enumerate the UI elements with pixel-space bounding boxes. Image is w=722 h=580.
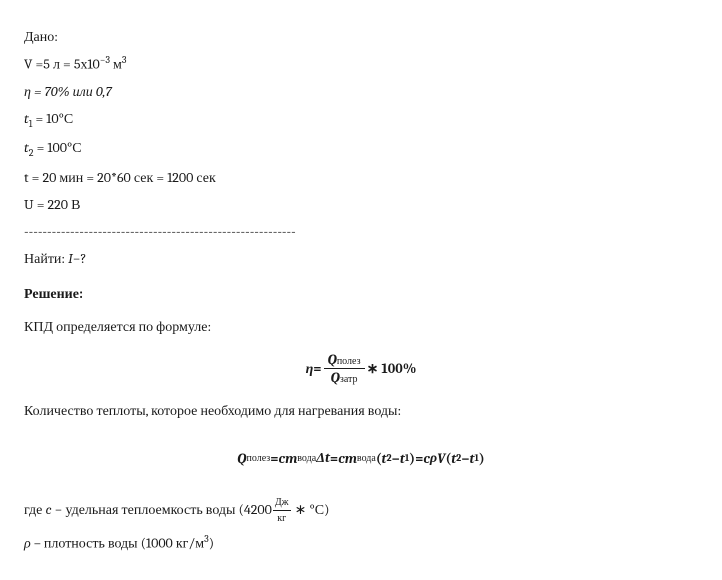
note-rho-text: – плотность воды (1000 кг/м xyxy=(31,535,204,552)
separator-dashes: ----------------------------------------… xyxy=(24,223,698,240)
formula-eta: η = Qполез Qзатр ∗ 100% xyxy=(24,351,698,386)
note-c-frac-den: кг xyxy=(273,510,291,526)
m2a-sub: вода xyxy=(297,452,316,464)
given-heading: Дано: xyxy=(24,26,698,47)
V-text: V =5 л = 5х10 xyxy=(24,56,100,73)
eta-fraction: Qполез Qзатр xyxy=(324,351,365,386)
note-c-post: ∗ °С) xyxy=(292,501,330,518)
rho2c: ρ xyxy=(430,449,437,467)
find-line: Найти: I−? xyxy=(24,248,698,269)
note-c-pre: где xyxy=(24,501,45,518)
kpd-intro: КПД определяется по формуле: xyxy=(24,316,698,337)
note-c-mid: − удельная теплоемкость воды (4200 xyxy=(52,501,272,518)
Q-num-sub: полез xyxy=(337,355,361,367)
formula-q-polez: Qполез = cmводаΔt = cmвода(t2 − t1) = cρ… xyxy=(24,449,698,467)
Q-den-sub: затр xyxy=(340,373,358,385)
minus2c: − xyxy=(461,450,469,467)
solution-heading: Решение: xyxy=(24,283,698,304)
Q-num: Q xyxy=(328,351,337,368)
given-t2: t2 = 100°С xyxy=(24,137,698,161)
given-volume: V =5 л = 5х10−3 м3 xyxy=(24,53,698,75)
heat-intro: Количество теплоты, которое необходимо д… xyxy=(24,400,698,421)
note-rho-sym: ρ xyxy=(24,535,31,552)
m2b-sub: вода xyxy=(357,452,376,464)
eta-sym: η xyxy=(306,360,314,378)
note-c-frac-num: Дж xyxy=(273,495,291,510)
given-voltage: U = 220 В xyxy=(24,194,698,215)
V2c: V xyxy=(437,450,445,467)
Q-den: Q xyxy=(331,369,340,386)
rp2c: ) xyxy=(479,450,485,467)
V-exp: −3 xyxy=(100,54,110,66)
given-time: t = 20 мин = 20*60 сек = 1200 сек xyxy=(24,167,698,188)
note-c-frac: Джкг xyxy=(273,495,291,526)
eq2a: = xyxy=(270,450,278,467)
given-t1: t1 = 10°С xyxy=(24,108,698,132)
eq2b: = xyxy=(330,450,338,467)
eq1: = xyxy=(313,360,321,377)
t2-val: = 100°С xyxy=(34,139,82,156)
note-rho-close: ) xyxy=(209,535,214,552)
Q2: Q xyxy=(237,450,246,467)
m2b: m xyxy=(345,450,357,467)
note-rho: ρ – плотность воды (1000 кг/м3) xyxy=(24,532,698,554)
eq2c: = xyxy=(415,450,423,467)
find-label: Найти: xyxy=(24,250,68,267)
given-eta: η = 70% или 0,7 xyxy=(24,81,698,102)
note-c: где c − удельная теплоемкость воды (4200… xyxy=(24,495,698,526)
dt2a: Δt xyxy=(316,449,330,467)
t1-val: = 10°С xyxy=(32,110,73,127)
minus2b: − xyxy=(392,450,400,467)
V-unit: м xyxy=(110,56,122,73)
times-100: ∗ 100% xyxy=(367,360,417,377)
find-question: −? xyxy=(73,250,87,267)
Q2-sub: полез xyxy=(247,452,271,464)
V-unit-exp: 3 xyxy=(122,54,127,66)
m2a: m xyxy=(285,450,297,467)
